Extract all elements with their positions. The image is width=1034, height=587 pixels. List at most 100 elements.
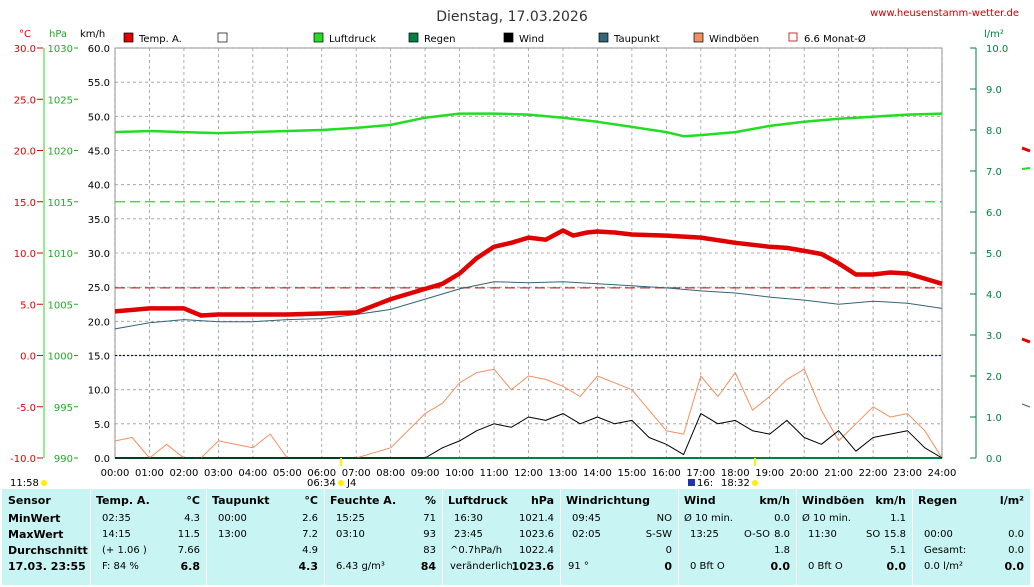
stats-temp-header: Temp. A. [96, 494, 150, 507]
stats-gust-bft: 0 Bft O [808, 561, 843, 572]
stats-gust-max: 15.8 [883, 529, 906, 540]
time-tick-label: 24:00 [928, 468, 957, 479]
time-tick-label: 19:00 [755, 468, 784, 479]
stats-dew-min: 2.6 [302, 513, 318, 524]
sun-icon [41, 480, 47, 486]
sun-markers: 11:58 06:34 J4 16: 18:32 [10, 146, 1031, 489]
stats-wind-avg: 1.8 [774, 545, 790, 556]
sunrise-time: 06:34 [307, 478, 336, 489]
time-tick-label: 16:00 [652, 468, 681, 479]
time-tick-label: 08:00 [376, 468, 405, 479]
time-tick-label: 15:00 [617, 468, 646, 479]
kmh-tick-label: 5.0 [94, 420, 110, 431]
rain-unit: l/m² [984, 29, 1004, 40]
stats-dew-avg: 4.9 [302, 545, 318, 556]
stats-temp-unit: °C [186, 494, 200, 507]
stats-col-humidity: Feuchte A.% 15:25 71 03:10 93 83 6.43 g/m³… [330, 489, 436, 585]
sun-icon [752, 480, 758, 486]
stats-wind-min: 0.0 [774, 513, 790, 524]
stats-wind-unit: km/h [759, 494, 790, 507]
legend-swatch [503, 32, 514, 43]
legend-swatch [217, 32, 228, 43]
stats-gust-max-time: 11:30 [808, 529, 837, 540]
time-tick-label: 09:00 [411, 468, 440, 479]
legend-label: Windböen [709, 34, 759, 45]
time-tick-label: 05:00 [273, 468, 302, 479]
stats-hum-max: 93 [423, 529, 436, 540]
time-tick-label: 12:00 [514, 468, 543, 479]
stats-press-trend: ^0.7hPa/h [450, 545, 503, 556]
hpa-unit: hPa [49, 29, 67, 40]
series-line [115, 413, 943, 459]
stats-gust-current: 0.0 [886, 560, 907, 573]
stats-dir-min-time: 09:45 [572, 513, 601, 524]
hpa-tick-label: 1000 [48, 352, 73, 363]
stats-sensor-header: Sensor [8, 494, 51, 507]
stats-gust-unit: km/h [875, 494, 906, 507]
stats-label-max: MaxWert [8, 528, 64, 541]
time-tick-label: 06:00 [307, 468, 336, 479]
temp-tick-label: 25.0 [14, 95, 36, 106]
stats-dir-degrees: 91 ° [568, 561, 589, 572]
kmh-tick-label: 50.0 [88, 112, 110, 123]
hpa-tick-label: 1015 [48, 198, 73, 209]
stats-wind-bft: 0 Bft O [690, 561, 725, 572]
stats-temp-max: 11.5 [177, 529, 200, 540]
stats-rain-unit: l/m² [999, 494, 1024, 507]
rain-tick-label: 7.0 [986, 167, 1002, 178]
legend-swatch [123, 32, 134, 43]
kmh-tick-label: 40.0 [88, 181, 110, 192]
stats-label-current: 17.03. 23:55 [8, 560, 86, 573]
rain-tick-label: 1.0 [986, 413, 1002, 424]
stats-dir-avg: 0 [665, 545, 672, 556]
stats-temp-max-time: 14:15 [102, 529, 131, 540]
stats-wind-current: 0.0 [770, 560, 791, 573]
stats-label-min: MinWert [8, 512, 61, 525]
kmh-tick-label: 30.0 [88, 249, 110, 260]
stats-rain-header: Regen [918, 494, 958, 507]
stats-col-wind: Wind km/h Ø 10 min. 0.0 13:25 O-SO 8.0 1.8 0… [684, 489, 790, 585]
stats-temp-current: 6.8 [180, 560, 201, 573]
stats-rain-min-time: 00:00 [924, 529, 953, 540]
hpa-tick-label: 1025 [48, 95, 73, 106]
time-tick-label: 03:00 [204, 468, 233, 479]
website-link[interactable]: www.heusenstamm-wetter.de [870, 8, 1019, 19]
temp-tick-label: 20.0 [14, 147, 36, 158]
legend-label: Wind [519, 34, 544, 45]
time-tick-label: 10:00 [445, 468, 474, 479]
stats-press-unit: hPa [530, 494, 554, 507]
sun-icon [338, 480, 344, 486]
time-tick-label: 11:00 [480, 468, 509, 479]
time-tick-label: 02:00 [170, 468, 199, 479]
stats-dew-header: Taupunkt [212, 494, 270, 507]
stats-hum-min: 71 [423, 513, 436, 524]
time-tick-label: 22:00 [859, 468, 888, 479]
stats-rain-amount: 0.0 l/m² [924, 561, 963, 572]
hpa-tick-label: 1020 [48, 147, 73, 158]
stats-dew-max: 7.2 [302, 529, 318, 540]
stats-wind-max-dir: O-SO [744, 529, 770, 540]
rain-tick-label: 2.0 [986, 372, 1002, 383]
kmh-tick-label: 45.0 [88, 147, 110, 158]
legend-swatch [313, 32, 324, 43]
series-line [114, 112, 943, 138]
stats-dew-unit: °C [304, 494, 318, 507]
series-line [114, 368, 943, 459]
kmh-unit: km/h [80, 29, 105, 40]
stats-press-max-time: 23:45 [454, 529, 483, 540]
time-tick-label: 00:00 [101, 468, 130, 479]
stats-temp-min-time: 02:35 [102, 513, 131, 524]
edge-mark-pressure [1021, 167, 1031, 170]
stats-gust-avg: 5.1 [890, 545, 906, 556]
legend-swatch [693, 32, 704, 43]
sunset-time: 18:32 [721, 478, 750, 489]
stats-col-dewpoint: Taupunkt °C 00:00 2.6 13:00 7.2 4.9 4.3 [212, 489, 318, 585]
kmh-tick-label: 35.0 [88, 215, 110, 226]
legend-label: 6.6 Monat-Ø [804, 33, 866, 45]
stats-rain-total: 0.0 [1008, 545, 1024, 556]
temp-tick-label: 5.0 [20, 300, 36, 311]
stats-rain-min: 0.0 [1008, 529, 1024, 540]
stats-hum-unit: % [424, 494, 436, 507]
moon-time: 16: [697, 478, 713, 489]
time-tick-label: 17:00 [686, 468, 715, 479]
